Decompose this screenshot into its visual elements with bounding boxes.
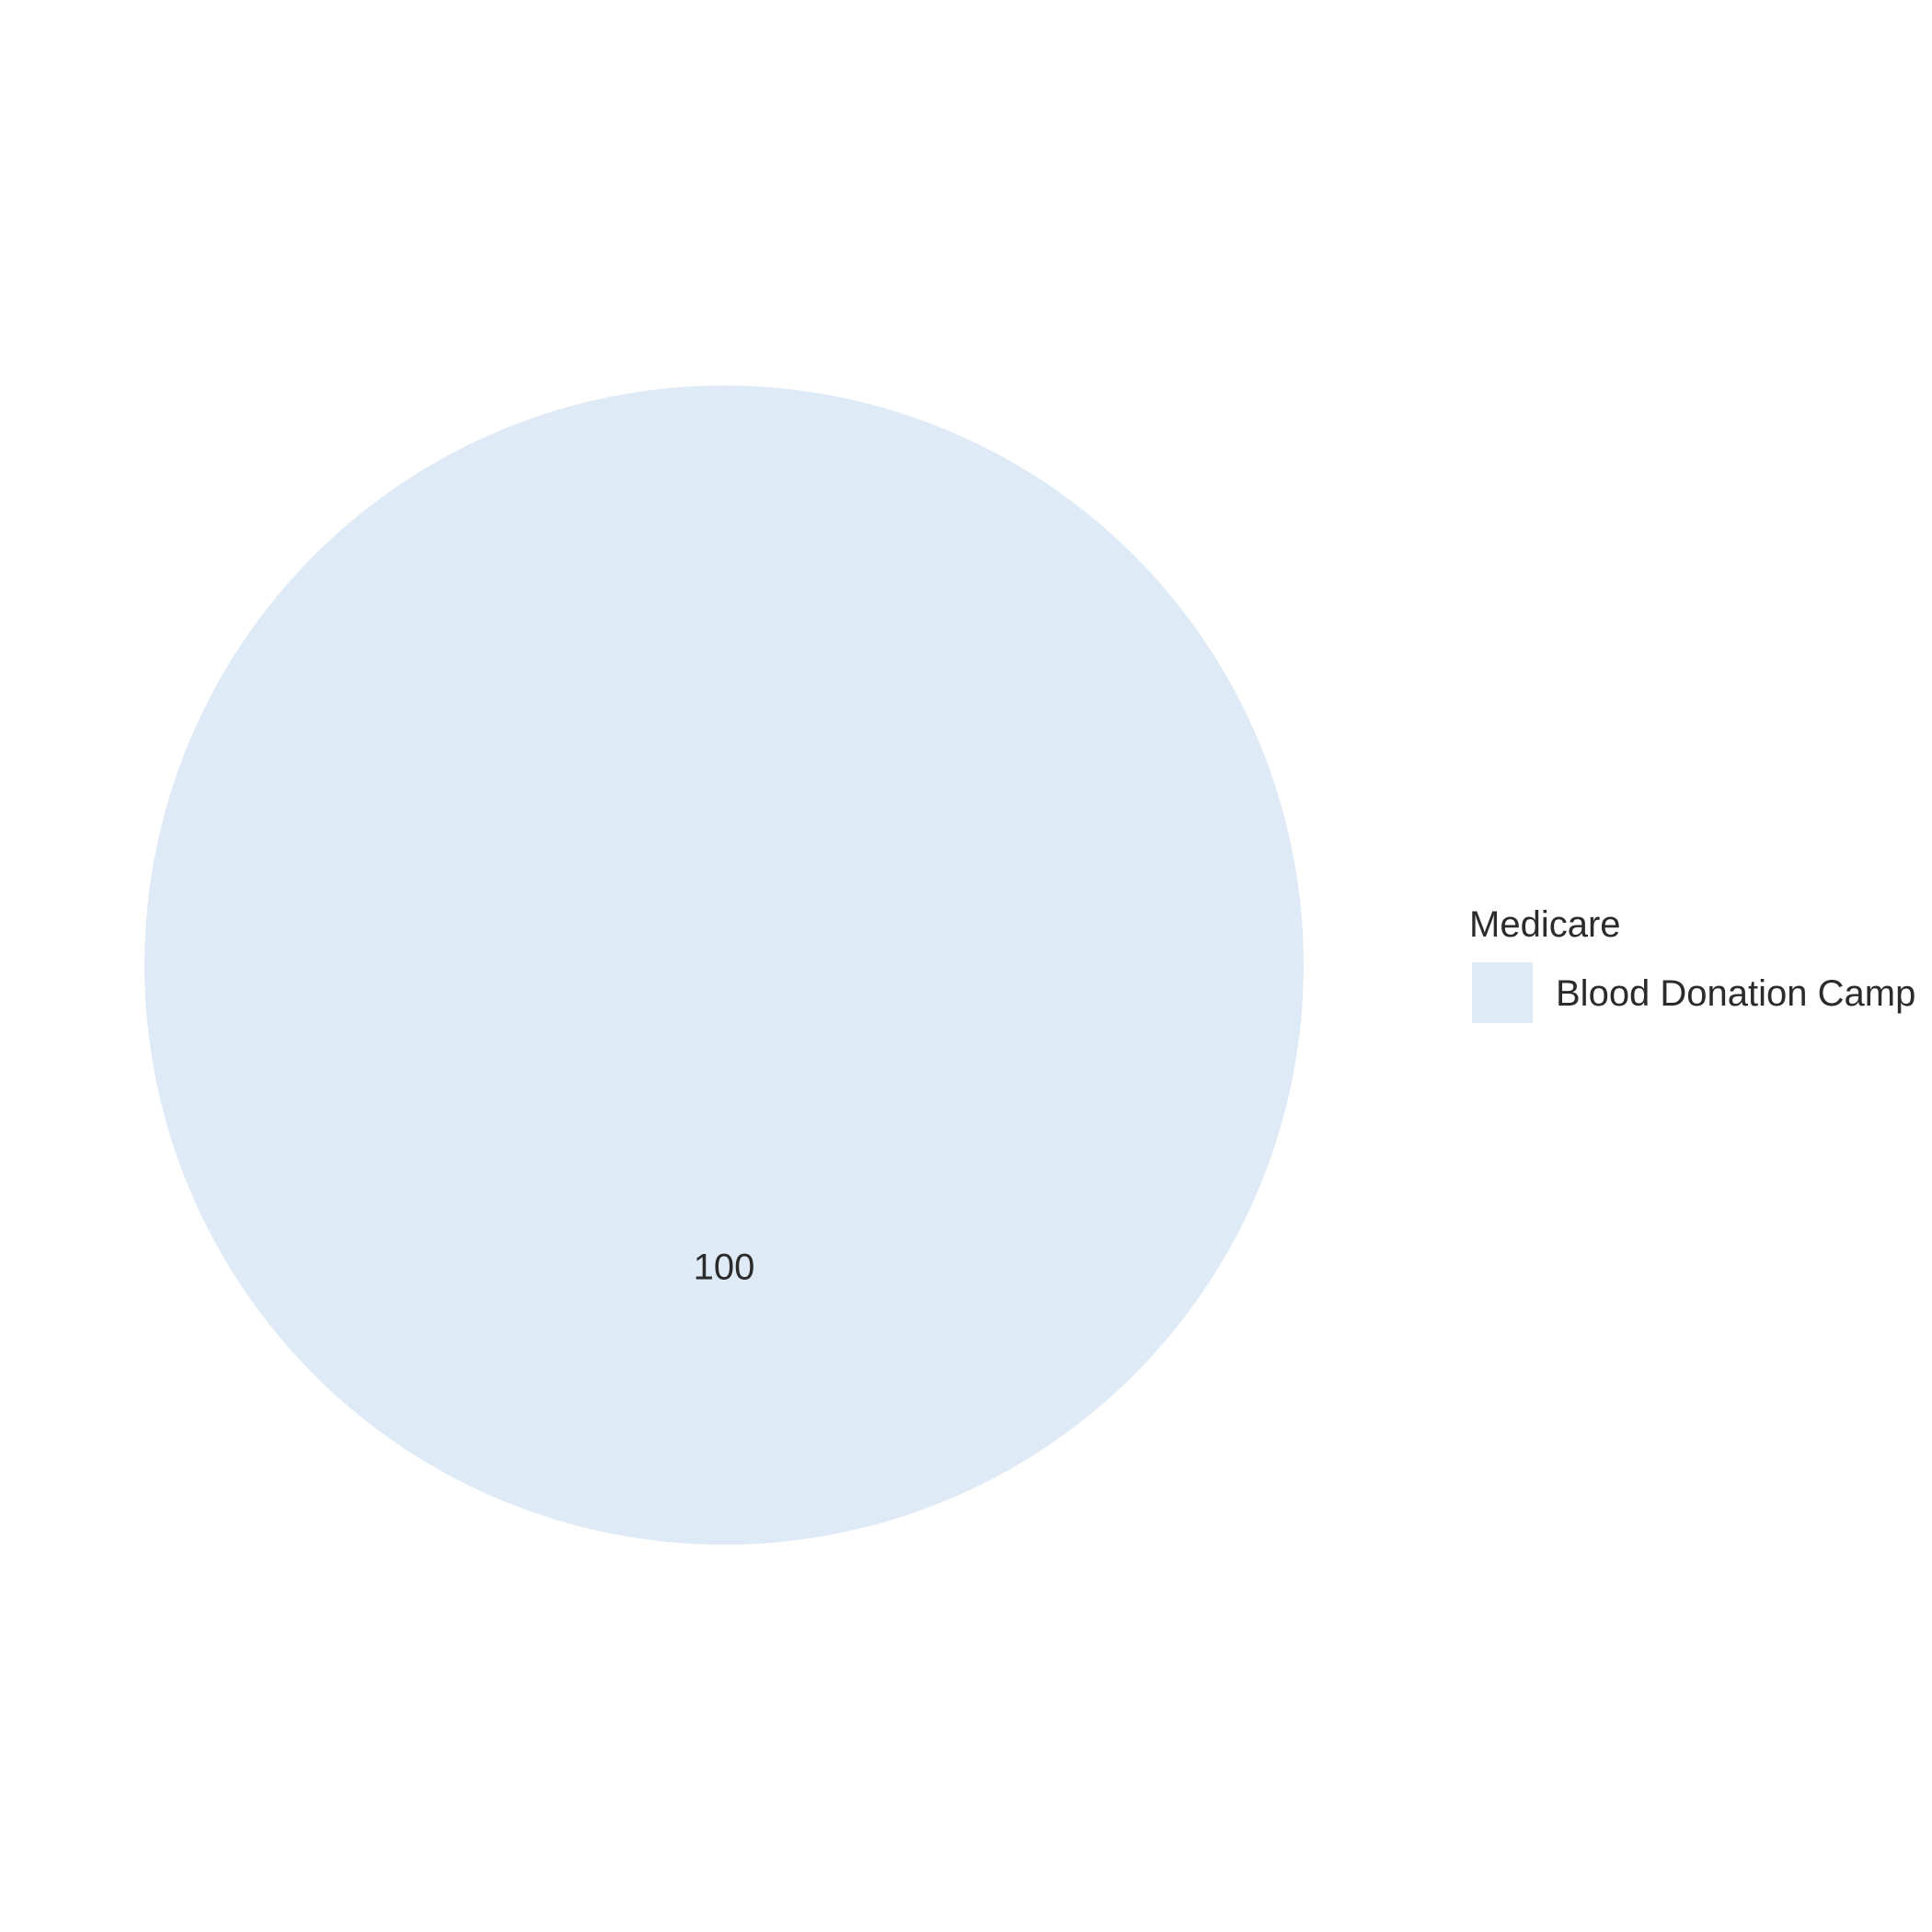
pie-data-label: 100 [694,1248,755,1288]
pie-slices [144,385,1304,1545]
pie-slice [144,385,1304,1545]
legend-title: Medicare [1469,904,1621,945]
pie-data-labels: 100 [694,1248,755,1288]
legend-entry-label: Blood Donation Camp [1556,973,1915,1014]
legend: Medicare Blood Donation Camp [1469,904,1915,1023]
legend-entries: Blood Donation Camp [1472,962,1915,1023]
legend-swatch [1472,962,1533,1023]
